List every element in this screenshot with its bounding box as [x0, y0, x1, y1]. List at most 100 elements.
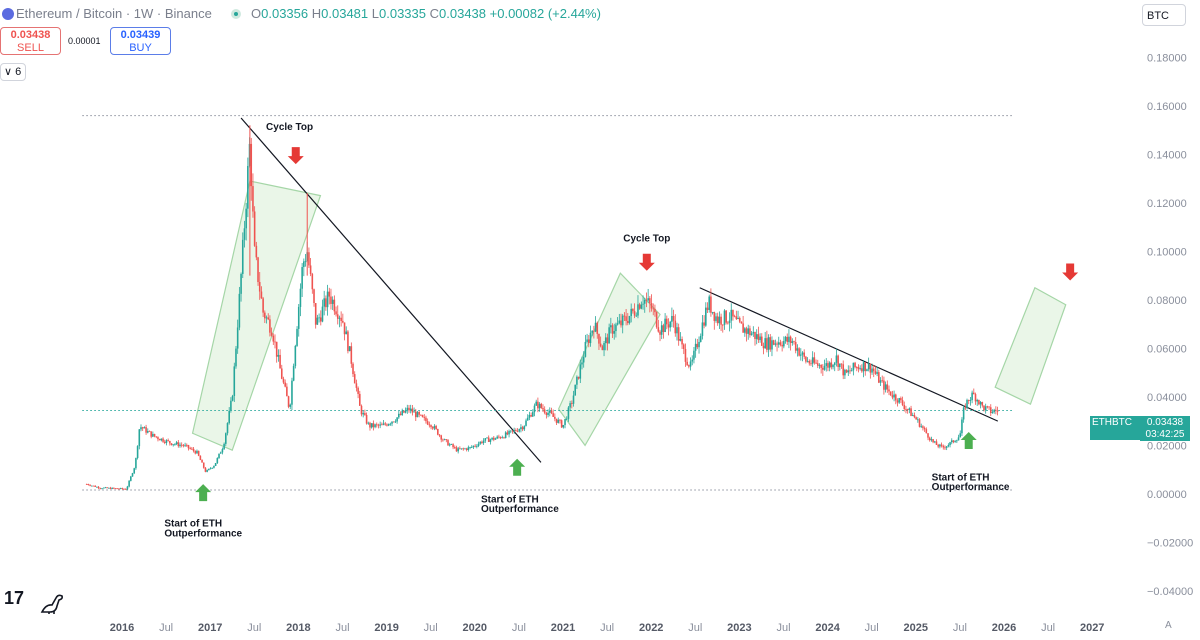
candle	[184, 444, 186, 446]
candle	[479, 441, 482, 444]
candle	[425, 417, 427, 422]
currency-selector[interactable]: BTC	[1142, 4, 1186, 26]
buy-label: BUY	[129, 42, 152, 54]
candle	[669, 321, 671, 328]
candle	[523, 425, 526, 430]
candle	[816, 363, 819, 366]
candle	[989, 407, 992, 414]
candle	[297, 306, 300, 329]
candle	[286, 386, 288, 397]
candle	[189, 448, 191, 450]
indicators-toggle[interactable]: ∨ 6	[0, 63, 26, 81]
candle	[766, 338, 768, 350]
candle	[231, 395, 234, 401]
candle	[240, 273, 242, 294]
candle	[911, 415, 914, 416]
candle	[833, 362, 836, 365]
candle	[453, 447, 456, 448]
candle	[296, 328, 298, 346]
candle	[550, 410, 553, 414]
buy-button[interactable]: 0.03439 BUY	[110, 27, 171, 55]
y-tick-label: −0.02000	[1147, 537, 1193, 549]
candle	[649, 298, 651, 304]
candle	[158, 439, 161, 441]
candle	[433, 425, 436, 429]
candle	[213, 465, 215, 468]
candle	[126, 486, 129, 490]
candle	[318, 317, 320, 319]
candle	[576, 376, 578, 385]
candle	[464, 448, 466, 450]
candle	[928, 437, 931, 441]
auto-scale-button[interactable]: A	[1165, 620, 1172, 631]
candle	[538, 403, 541, 409]
candle	[506, 432, 509, 435]
candle	[135, 458, 137, 469]
candle	[404, 410, 407, 413]
candle	[784, 336, 787, 342]
candle	[177, 442, 180, 447]
candle	[169, 440, 171, 444]
candle	[659, 331, 661, 335]
candle	[988, 406, 990, 408]
candle	[794, 342, 797, 351]
candle	[384, 423, 387, 425]
buy-arrow-2025	[960, 432, 977, 450]
dino-icon[interactable]	[40, 592, 66, 614]
candle	[910, 408, 912, 416]
candle	[850, 370, 853, 372]
candle	[420, 414, 422, 416]
candle	[560, 420, 563, 428]
candle	[572, 395, 575, 404]
candle	[671, 315, 673, 322]
candle	[359, 393, 361, 406]
candle	[202, 462, 205, 468]
candle	[823, 365, 826, 370]
candle	[174, 444, 176, 445]
channel-projection	[994, 286, 1067, 405]
candle	[262, 298, 264, 313]
candle	[496, 436, 498, 439]
candle	[827, 363, 829, 368]
tradingview-logo[interactable]: 17	[4, 588, 25, 608]
candle	[279, 354, 281, 369]
candle	[569, 403, 571, 408]
candle	[435, 425, 437, 430]
candle	[501, 437, 504, 439]
candle	[864, 362, 867, 372]
candle	[616, 323, 619, 325]
candle	[655, 312, 658, 328]
candle	[303, 261, 305, 268]
candle	[554, 416, 556, 419]
price-badge-symbol: ETHBTC	[1092, 417, 1132, 428]
candle	[767, 337, 770, 350]
sell-button[interactable]: 0.03438 SELL	[0, 27, 61, 55]
candle	[370, 423, 373, 428]
x-tick-label: 2023	[727, 622, 751, 634]
candle	[314, 303, 317, 325]
candle	[971, 392, 973, 401]
candle	[677, 327, 680, 341]
candle	[740, 321, 743, 324]
candle	[920, 426, 923, 428]
candle	[474, 445, 476, 447]
candle	[282, 378, 285, 383]
candle	[927, 433, 929, 438]
candle	[316, 317, 319, 325]
candle	[781, 344, 783, 347]
symbol-title[interactable]: Ethereum / Bitcoin · 1W · Binance	[16, 6, 212, 21]
candle	[984, 406, 987, 411]
candle	[272, 335, 275, 342]
x-tick-label: 2022	[639, 622, 663, 634]
candle	[861, 368, 863, 372]
candle	[355, 383, 358, 388]
candle	[893, 394, 895, 398]
candle	[301, 267, 303, 289]
candle	[979, 402, 982, 405]
candle	[650, 303, 653, 309]
candle	[888, 389, 890, 392]
candle	[845, 369, 848, 373]
candle	[204, 467, 207, 472]
chevron-down-icon: ∨	[4, 66, 13, 78]
